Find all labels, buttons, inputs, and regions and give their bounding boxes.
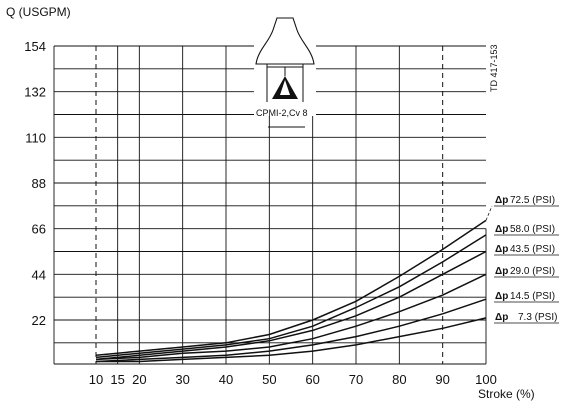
- x-tick-label: 100: [475, 372, 497, 387]
- series-labels: Δp 72.5 (PSI)Δp 58.0 (PSI)Δp 43.5 (PSI)Δp 29…: [485, 195, 559, 324]
- series-label-value: 43.5 (PSI): [510, 244, 555, 255]
- series-label: Δp 29.0 (PSI): [494, 266, 559, 278]
- x-tick-label: 80: [392, 372, 406, 387]
- series-curves: [95, 219, 487, 363]
- y-tick-label: 66: [32, 222, 46, 237]
- series-label-value: 7.3 (PSI): [518, 312, 557, 323]
- y-axis-title: Q (USGPM): [6, 5, 71, 19]
- series-line: [95, 298, 487, 363]
- series-label-value: 29.0 (PSI): [510, 266, 555, 277]
- series-line: [95, 273, 487, 361]
- x-tick-label: 50: [262, 372, 276, 387]
- series-label-value: 72.5 (PSI): [510, 195, 555, 206]
- y-tick-label: 22: [32, 313, 46, 328]
- series-label-value: 14.5 (PSI): [510, 291, 555, 302]
- document-id: TD 417-153: [489, 44, 499, 92]
- series-label-delta: Δp: [495, 291, 508, 302]
- series-label-delta: Δp: [495, 312, 508, 323]
- x-tick-labels: 10 15 20 30 40 50 60 70 80 90 100: [89, 372, 497, 387]
- x-tick-label: 30: [175, 372, 189, 387]
- x-axis-title: Stroke (%): [478, 387, 535, 401]
- y-tick-labels: 22 44 66 88 110 132 154: [24, 39, 46, 328]
- series-line: [95, 219, 487, 357]
- x-tick-label: 20: [132, 372, 146, 387]
- series-label: Δp 14.5 (PSI): [494, 291, 559, 303]
- series-line: [95, 250, 487, 361]
- y-tick-label: 132: [24, 85, 46, 100]
- series-label-delta: Δp: [495, 244, 508, 255]
- inset-label: CPMI-2,Cv 8: [256, 108, 308, 118]
- series-label: Δp 58.0 (PSI): [494, 224, 559, 236]
- series-label: Δp 72.5 (PSI): [494, 195, 559, 207]
- series-label-delta: Δp: [495, 195, 508, 206]
- y-tick-label: 88: [32, 176, 46, 191]
- series-label-delta: Δp: [495, 224, 508, 235]
- label-leader-line: [485, 205, 493, 221]
- x-tick-label: 90: [435, 372, 449, 387]
- series-label-delta: Δp: [495, 266, 508, 277]
- series-label: Δp 43.5 (PSI): [494, 244, 559, 256]
- x-tick-label: 40: [219, 372, 233, 387]
- x-tick-label: 60: [305, 372, 319, 387]
- x-tick-label: 70: [349, 372, 363, 387]
- valve-icon: [254, 17, 316, 116]
- y-tick-label: 110: [25, 130, 46, 145]
- series-line: [95, 234, 487, 359]
- series-label: Δp 7.3 (PSI): [494, 312, 559, 324]
- y-tick-label: 44: [32, 267, 46, 282]
- x-tick-label: 15: [110, 372, 124, 387]
- y-tick-label: 154: [24, 39, 46, 54]
- series-line: [96, 317, 487, 363]
- x-tick-label: 10: [89, 372, 103, 387]
- series-label-value: 58.0 (PSI): [510, 224, 555, 235]
